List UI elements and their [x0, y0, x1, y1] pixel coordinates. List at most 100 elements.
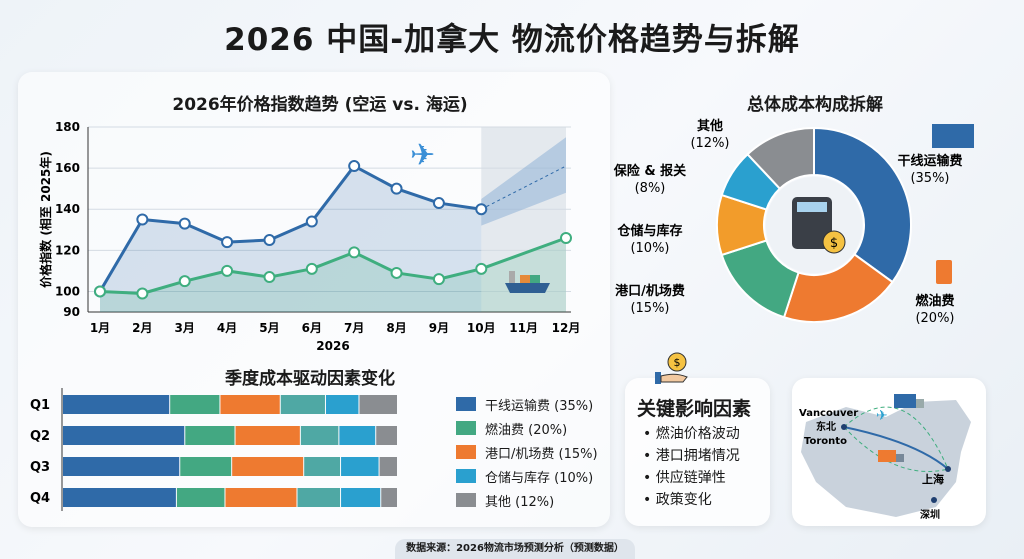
forecast-band: [481, 137, 566, 226]
route-line-land: [843, 426, 949, 472]
donut-slice: [746, 126, 815, 190]
key-factor-item: 政策变化: [643, 489, 740, 511]
route-line-air: [843, 406, 949, 470]
data-point: [348, 160, 361, 173]
y-tick-label: 140: [55, 202, 80, 216]
legend-swatch: [456, 397, 476, 411]
y-tick-label: 90: [63, 305, 80, 319]
data-point: [221, 236, 234, 249]
legend-label: 仓储与库存 (10%): [485, 470, 594, 486]
data-point: [94, 285, 106, 298]
slice-label: 燃油费: [915, 293, 954, 309]
map-label: Vancouver: [799, 408, 858, 419]
data-point: [432, 273, 445, 286]
data-point: [178, 275, 191, 288]
bar-segment: [304, 457, 341, 476]
bar-segment: [300, 426, 339, 445]
bar-segment: [235, 426, 300, 445]
bar-legend: 干线运输费 (35%) 燃油费 (20%) 港口/机场费 (15%) 仓储与库存 (1…: [456, 392, 598, 512]
data-point: [475, 203, 488, 216]
bar-segment: [341, 488, 381, 507]
slice-label: 港口/机场费: [615, 283, 685, 299]
container: [520, 275, 530, 283]
category-label: Q3: [30, 460, 50, 475]
data-source-footer: 数据来源：2026物流市场预测分析（预测数据）: [395, 539, 635, 559]
map-label: 上海: [922, 472, 944, 486]
line-chart: 90 100 120 140 160 180 1月 2月 3月 4月 5月 6月 7月 8月 9月 10月 11…: [38, 120, 581, 353]
x-tick-label: 1月: [90, 321, 110, 335]
x-tick-label: 2月: [132, 321, 152, 335]
category-label: Q1: [30, 398, 50, 413]
data-point: [221, 264, 234, 277]
dollar-sign: $: [830, 236, 838, 251]
legend-swatch: [456, 445, 476, 459]
legend-item: 燃油费 (20%): [456, 416, 598, 440]
bar-segment: [63, 457, 180, 476]
x-tick-label: 9月: [429, 321, 449, 335]
ship-bridge: [509, 271, 515, 283]
route-map: ✈ Vancouver 东北 Toronto 上海 深圳: [799, 394, 971, 521]
bar-segment: [232, 457, 304, 476]
bar-segment: [359, 395, 397, 414]
page-title: 2026 中国-加拿大 物流价格趋势与拆解: [224, 22, 800, 58]
data-point: [136, 213, 149, 226]
data-point: [390, 266, 403, 279]
map-label: Toronto: [804, 436, 847, 447]
legend-item: 港口/机场费 (15%): [456, 440, 598, 464]
x-tick-label: 11月: [509, 321, 538, 335]
fuel-pump-icon: [936, 260, 952, 284]
slice-percent: (20%): [915, 311, 954, 326]
map-label: 深圳: [920, 508, 940, 521]
x-tick-label: 4月: [217, 321, 237, 335]
container: [530, 275, 540, 283]
ship-hull: [505, 283, 550, 293]
series-area: [100, 166, 482, 312]
x-tick-label: 12月: [552, 321, 581, 335]
data-point: [263, 271, 276, 284]
bar-segment: [325, 395, 359, 414]
bar-segment: [381, 488, 397, 507]
donut-slice: [813, 126, 912, 284]
bar-segment: [225, 488, 297, 507]
bar-segment: [63, 488, 176, 507]
line-chart-title: 2026年价格指数趋势 (空运 vs. 海运): [172, 95, 468, 115]
map-label: 东北: [816, 420, 836, 433]
data-point: [263, 234, 276, 247]
calculator-screen: [797, 202, 827, 212]
cargo-ship-icon: [505, 271, 550, 293]
slice-label: 仓储与库存: [616, 223, 682, 239]
route-line: [843, 426, 949, 470]
slice-percent: (35%): [910, 171, 949, 186]
svg-text:$: $: [674, 356, 681, 369]
legend-item: 干线运输费 (35%): [456, 392, 598, 416]
legend-label: 港口/机场费 (15%): [485, 446, 598, 462]
slice-label: 保险 & 报关: [613, 163, 686, 179]
x-tick-label: 6月: [302, 321, 322, 335]
data-point: [305, 262, 318, 275]
x-tick-label: 5月: [259, 321, 279, 335]
bar-segment: [170, 395, 220, 414]
slice-percent: (12%): [690, 136, 729, 151]
bar-segment: [185, 426, 235, 445]
bar-segment: [63, 426, 185, 445]
route-map-card: ✈ Vancouver 东北 Toronto 上海 深圳: [792, 378, 986, 526]
bar-segment: [180, 457, 232, 476]
bar-segment: [341, 457, 379, 476]
donut-chart: 干线运输费 (35%) 燃油费 (20%) 港口/机场费 (15%) 仓储与库存 (10%) 保…: [613, 118, 974, 326]
data-point: [390, 182, 403, 195]
key-factor-item: 燃油价格波动: [643, 423, 740, 445]
y-tick-label: 120: [55, 243, 80, 257]
y-tick-label: 160: [55, 161, 80, 175]
y-axis-label: 价格指数 (相至 2025年): [38, 151, 53, 288]
category-label: Q2: [30, 429, 50, 444]
legend-label: 其他 (12%): [485, 494, 555, 510]
legend-item: 其他 (12%): [456, 488, 598, 512]
data-point: [305, 215, 318, 228]
airplane-icon: ✈: [876, 408, 888, 424]
data-point: [560, 232, 572, 244]
x-tick-label: 7月: [344, 321, 364, 335]
truck-icon: [878, 450, 896, 462]
legend-swatch: [456, 493, 476, 507]
legend-swatch: [456, 421, 476, 435]
legend-item: 仓储与库存 (10%): [456, 464, 598, 488]
